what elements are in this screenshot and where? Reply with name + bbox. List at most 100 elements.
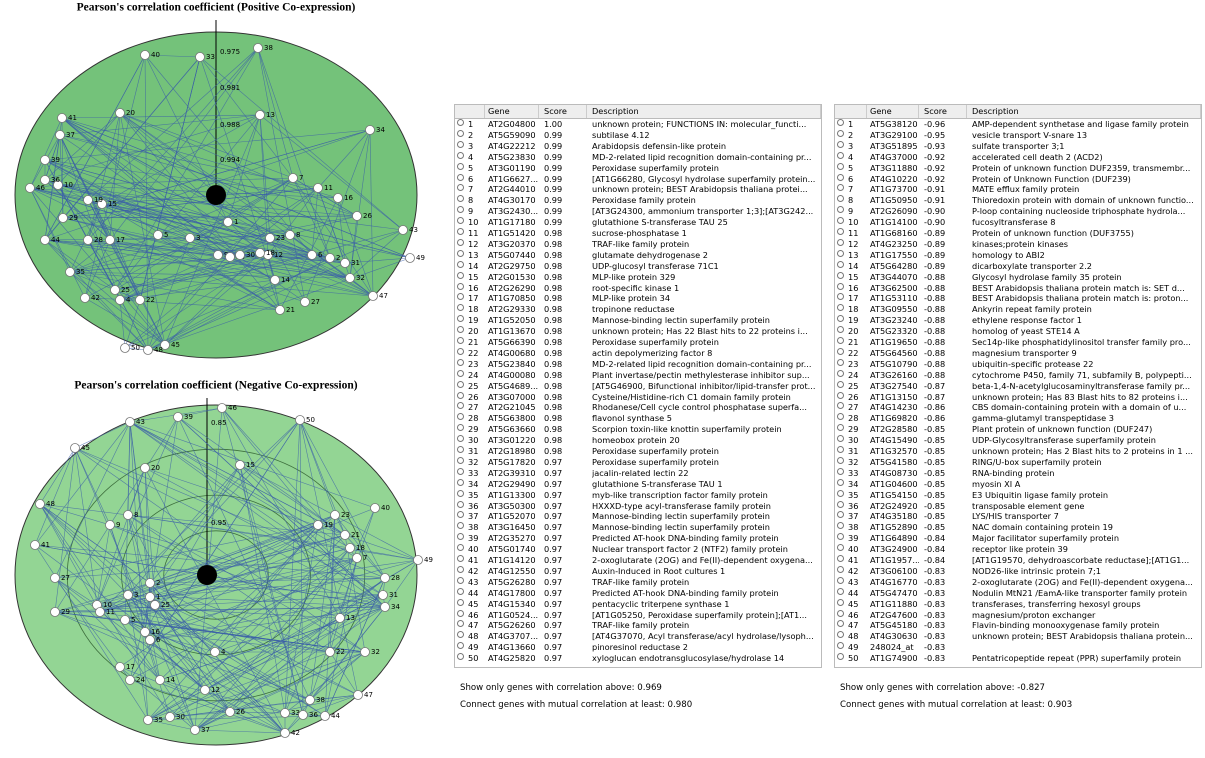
table-cell: MD-2-related lipid recognition domain-co… bbox=[592, 358, 812, 369]
row-radio bbox=[457, 500, 464, 508]
edge bbox=[147, 715, 326, 721]
table-cell: -0.88 bbox=[924, 282, 946, 293]
table-cell: TRAF-like family protein bbox=[592, 620, 690, 631]
row-number: 13 bbox=[848, 249, 859, 260]
table-cell: Plant invertase/pectin methylesterase in… bbox=[592, 369, 810, 380]
table-cell: homolog of yeast STE14 A bbox=[972, 326, 1080, 337]
node-label: 24 bbox=[136, 676, 145, 684]
table-cell: 0.98 bbox=[544, 326, 563, 337]
table-cell: -0.83 bbox=[924, 598, 946, 609]
row-radio bbox=[457, 511, 464, 519]
table-cell: AT1G13150 bbox=[870, 391, 918, 402]
table-row: 27 AT4G14230 -0.86 CBS domain-containing pr… bbox=[835, 402, 1201, 413]
table-row: 17 AT1G70850 0.98 MLP-like protein 34 bbox=[455, 293, 821, 304]
row-radio bbox=[457, 304, 464, 312]
table-cell: -0.83 bbox=[924, 576, 946, 587]
row-radio bbox=[457, 326, 464, 334]
table-cell: -0.92 bbox=[924, 173, 946, 184]
table-cell: RNA-binding protein bbox=[972, 467, 1055, 478]
edge bbox=[57, 184, 339, 199]
table-cell: gamma-glutamyl transpeptidase 3 bbox=[972, 413, 1115, 424]
node bbox=[140, 627, 150, 637]
row-number: 34 bbox=[848, 478, 859, 489]
table-cell: magnesium transporter 9 bbox=[972, 347, 1077, 358]
table-cell: cytochrome P450, family 71, subfamily B,… bbox=[972, 369, 1192, 380]
table-cell: AT5G07440 bbox=[488, 249, 536, 260]
edge bbox=[129, 421, 384, 596]
table-cell: -0.88 bbox=[924, 358, 946, 369]
row-number: 29 bbox=[848, 424, 859, 435]
node-label: 46 bbox=[36, 184, 45, 192]
table-cell: vesicle transport V-snare 13 bbox=[972, 129, 1088, 140]
edge bbox=[309, 507, 376, 701]
node-label: 37 bbox=[66, 131, 75, 139]
table-cell: 0.99 bbox=[544, 206, 563, 217]
node bbox=[58, 213, 68, 223]
node bbox=[105, 520, 115, 530]
row-number: 46 bbox=[848, 609, 859, 620]
table-cell: -0.84 bbox=[924, 544, 946, 555]
row-radio bbox=[457, 391, 464, 399]
table-cell: AT2G29490 bbox=[488, 478, 536, 489]
row-radio bbox=[837, 598, 844, 606]
row-number: 23 bbox=[468, 358, 479, 369]
node-label: 1 bbox=[156, 593, 160, 601]
edge bbox=[54, 594, 129, 613]
table-row: 7 AT1G73700 -0.91 MATE efflux family protei… bbox=[835, 184, 1201, 195]
node bbox=[123, 510, 133, 520]
table-row: 31 AT2G18980 0.98 Peroxidase superfamily pr… bbox=[455, 446, 821, 457]
table-cell: unknown protein; Has 2 Blast hits to 2 p… bbox=[972, 446, 1193, 456]
node-label: 33 bbox=[291, 709, 300, 717]
table-cell: AT1G17180 bbox=[488, 217, 536, 228]
node-label: 23 bbox=[341, 511, 350, 519]
edge bbox=[199, 56, 294, 179]
table-row: 14 AT2G29750 0.98 UDP-glucosyl transferase … bbox=[455, 260, 821, 272]
table-cell: 0.99 bbox=[544, 140, 563, 151]
row-number: 47 bbox=[848, 620, 859, 631]
edge bbox=[39, 447, 76, 505]
node bbox=[123, 590, 133, 600]
row-number: 7 bbox=[468, 184, 474, 195]
table-cell: -0.87 bbox=[924, 380, 946, 391]
table-cell: -0.83 bbox=[924, 587, 946, 598]
node bbox=[115, 108, 125, 118]
node bbox=[55, 130, 65, 140]
row-number: 19 bbox=[848, 315, 859, 326]
edge bbox=[221, 407, 304, 716]
edge bbox=[259, 114, 271, 239]
table-cell: 0.99 bbox=[544, 184, 563, 195]
table-row: 10 AT1G17180 0.99 glutathione S-transferase… bbox=[455, 217, 821, 228]
table-cell: flavonol synthase 5 bbox=[592, 413, 672, 424]
table-cell: Major facilitator superfamily protein bbox=[972, 533, 1120, 544]
node bbox=[50, 573, 60, 583]
row-number: 33 bbox=[468, 467, 479, 478]
header-cell: Description bbox=[969, 105, 1201, 118]
row-number: 42 bbox=[848, 565, 859, 576]
row-radio bbox=[837, 326, 844, 334]
table-cell: -0.90 bbox=[924, 206, 946, 217]
edge bbox=[127, 594, 326, 717]
table-cell: AT5G66390 bbox=[488, 337, 536, 347]
table-header: Gene Score Description bbox=[455, 105, 821, 119]
table-cell: AT5G23830 bbox=[488, 151, 536, 162]
edge bbox=[54, 416, 179, 613]
table-cell: AT3G11880 bbox=[870, 162, 918, 173]
table-cell: AT1G04600 bbox=[870, 478, 918, 489]
row-number: 32 bbox=[468, 456, 479, 467]
table-cell: AT5G63660 bbox=[488, 424, 536, 435]
node-label: 8 bbox=[134, 511, 138, 519]
node bbox=[370, 503, 380, 513]
row-number: 18 bbox=[848, 304, 859, 315]
node-label: 47 bbox=[379, 292, 388, 300]
node-label: 50 bbox=[306, 416, 315, 424]
row-radio bbox=[457, 271, 464, 279]
row-number: 44 bbox=[848, 587, 859, 598]
edge bbox=[284, 524, 319, 714]
table-cell: AT5G64560 bbox=[870, 347, 918, 358]
row-number: 4 bbox=[468, 151, 474, 162]
table-cell: -0.87 bbox=[924, 391, 946, 402]
node bbox=[333, 193, 343, 203]
table-cell: kinases;protein kinases bbox=[972, 238, 1069, 249]
row-number: 50 bbox=[848, 653, 859, 664]
